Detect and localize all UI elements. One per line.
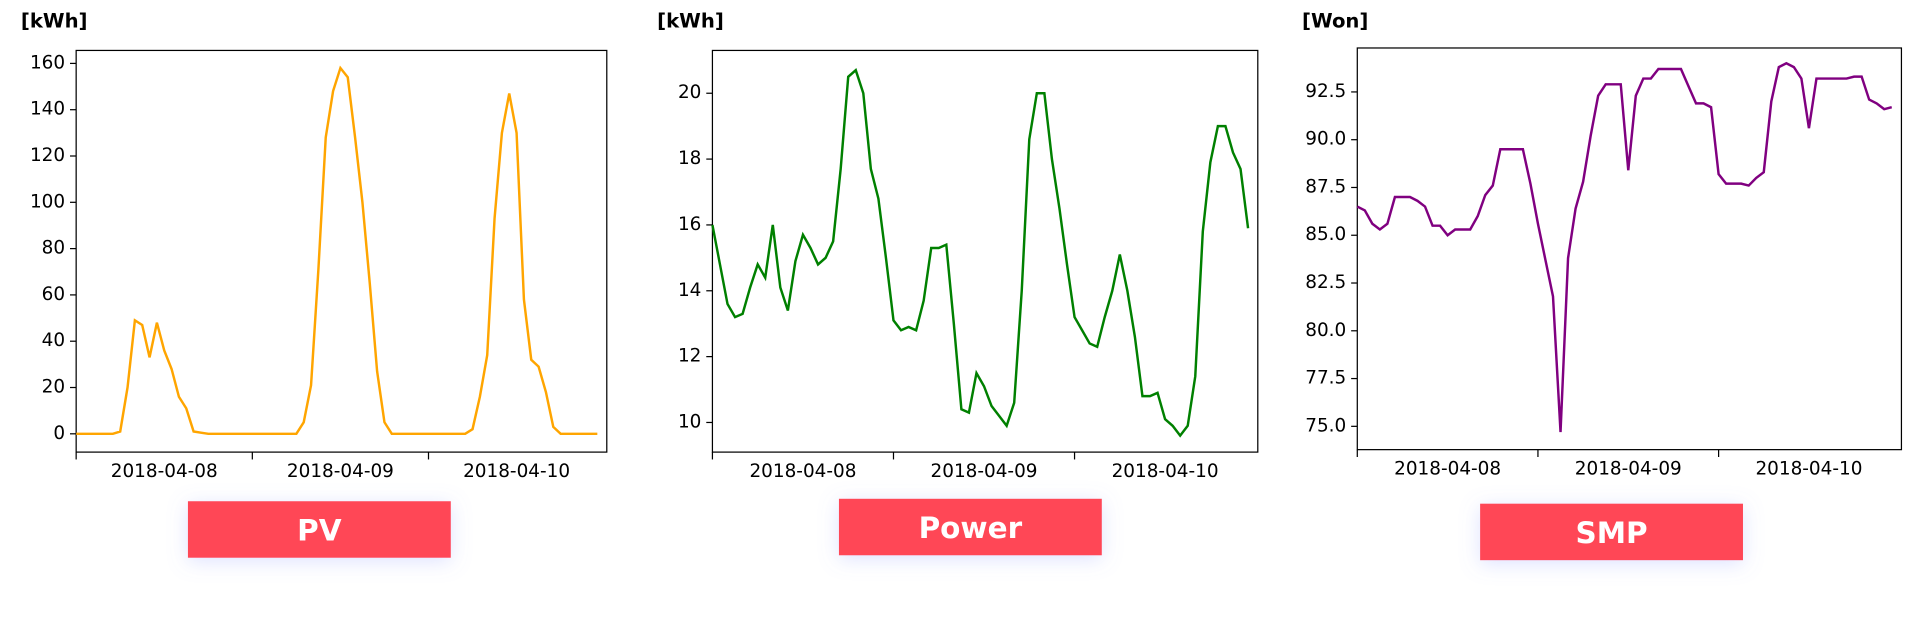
plot-frame: [711, 49, 1259, 453]
button-label: SMP: [1575, 516, 1647, 550]
data-line: [76, 65, 598, 436]
x-tick-label: 2018-04-09: [1575, 458, 1682, 479]
y-tick-label: 16: [678, 214, 701, 235]
button-label: PV: [297, 513, 342, 547]
tab-button[interactable]: Power: [838, 498, 1102, 556]
x-tick-label: 2018-04-08: [111, 461, 218, 482]
y-tick-label: 0: [53, 423, 65, 444]
y-tick-label: 140: [30, 99, 65, 120]
x-tick-label: 2018-04-09: [931, 461, 1038, 482]
button-bg: [187, 501, 451, 558]
y-tick-label: 80.0: [1305, 320, 1346, 341]
data-line: [711, 68, 1250, 438]
y-tick-label: 82.5: [1305, 272, 1346, 293]
chart: [Won] 75.0 77.5 80.0 82.5 85.0 87.5 90.0 92.5 201…: [1302, 10, 1903, 479]
y-tick-label: 77.5: [1305, 368, 1346, 389]
data-line: [1356, 61, 1893, 433]
y-axis-unit: [kWh]: [657, 10, 724, 33]
button-bg: [838, 498, 1102, 556]
y-tick-label: 100: [30, 191, 65, 212]
x-tick-label: 2018-04-10: [1755, 458, 1862, 479]
button-label: Power: [919, 511, 1023, 545]
plot-frame: [1356, 47, 1903, 451]
y-tick-label: 18: [678, 148, 701, 169]
tab-button[interactable]: SMP: [1480, 503, 1743, 561]
y-tick-label: 75.0: [1305, 415, 1346, 436]
x-tick-label: 2018-04-10: [1112, 461, 1219, 482]
y-tick-label: 87.5: [1305, 176, 1346, 197]
y-tick-label: 20: [42, 377, 65, 398]
y-tick-label: 85.0: [1305, 224, 1346, 245]
x-tick-label: 2018-04-09: [287, 461, 394, 482]
y-tick-label: 60: [42, 284, 65, 305]
x-tick-label: 2018-04-08: [749, 461, 856, 482]
chart: [kWh] 10 12 14 16 18 20 2018-04-08 2018-04-09 201…: [657, 10, 1259, 482]
y-axis-unit: [Won]: [1302, 10, 1368, 33]
tab-button[interactable]: PV: [187, 501, 451, 558]
y-axis-unit: [kWh]: [21, 10, 88, 33]
y-tick-label: 80: [42, 238, 65, 259]
plot-frame: [75, 49, 608, 453]
y-tick-label: 160: [30, 52, 65, 73]
x-tick-label: 2018-04-10: [463, 461, 570, 482]
button-bg: [1480, 503, 1743, 561]
y-tick-label: 90.0: [1305, 129, 1346, 150]
y-tick-label: 10: [678, 411, 701, 432]
y-tick-label: 92.5: [1305, 81, 1346, 102]
y-tick-label: 12: [678, 346, 701, 367]
y-tick-label: 14: [678, 280, 701, 301]
x-tick-label: 2018-04-08: [1394, 458, 1501, 479]
y-tick-label: 120: [30, 145, 65, 166]
y-tick-label: 20: [678, 82, 701, 103]
y-tick-label: 40: [42, 330, 65, 351]
chart: [kWh] 0 20 40 60 80 100 120 140 160 2018-04-08 2018…: [21, 10, 608, 482]
